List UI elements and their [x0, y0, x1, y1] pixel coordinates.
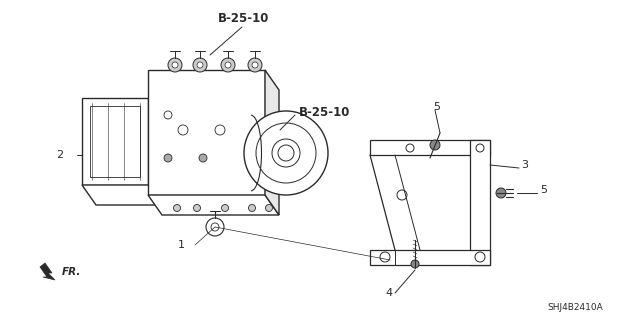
- Circle shape: [178, 125, 188, 135]
- Circle shape: [172, 62, 178, 68]
- Circle shape: [496, 188, 506, 198]
- Circle shape: [197, 62, 203, 68]
- Circle shape: [266, 204, 273, 211]
- Text: 1: 1: [178, 240, 185, 250]
- Text: 4: 4: [386, 288, 393, 298]
- Circle shape: [211, 223, 219, 231]
- Circle shape: [244, 111, 328, 195]
- Text: FR.: FR.: [62, 267, 81, 277]
- Circle shape: [411, 260, 419, 268]
- Circle shape: [221, 204, 228, 211]
- Circle shape: [476, 144, 484, 152]
- Polygon shape: [370, 140, 490, 155]
- Text: 2: 2: [56, 150, 63, 160]
- Circle shape: [475, 252, 485, 262]
- Text: 5: 5: [433, 102, 440, 112]
- Text: B-25-10: B-25-10: [299, 106, 350, 118]
- Polygon shape: [82, 185, 162, 205]
- Circle shape: [173, 204, 180, 211]
- Text: B-25-10: B-25-10: [218, 11, 269, 25]
- Circle shape: [252, 62, 258, 68]
- Circle shape: [199, 154, 207, 162]
- Circle shape: [221, 58, 235, 72]
- Text: SHJ4B2410A: SHJ4B2410A: [547, 303, 603, 313]
- Polygon shape: [40, 263, 55, 280]
- Circle shape: [248, 58, 262, 72]
- Circle shape: [278, 145, 294, 161]
- Circle shape: [111, 116, 119, 124]
- Bar: [90, 106, 140, 177]
- Circle shape: [215, 125, 225, 135]
- Circle shape: [380, 252, 390, 262]
- Text: 5: 5: [540, 185, 547, 195]
- Circle shape: [256, 123, 316, 183]
- Polygon shape: [148, 195, 279, 215]
- Circle shape: [111, 146, 119, 154]
- Circle shape: [193, 58, 207, 72]
- Polygon shape: [265, 70, 279, 215]
- Circle shape: [168, 58, 182, 72]
- Circle shape: [164, 111, 172, 119]
- Circle shape: [248, 204, 255, 211]
- Text: 3: 3: [521, 160, 528, 170]
- Circle shape: [164, 154, 172, 162]
- Polygon shape: [370, 250, 490, 265]
- Circle shape: [397, 190, 407, 200]
- Polygon shape: [148, 70, 265, 195]
- Circle shape: [206, 218, 224, 236]
- Polygon shape: [470, 140, 490, 265]
- Circle shape: [193, 204, 200, 211]
- Circle shape: [430, 140, 440, 150]
- Polygon shape: [82, 98, 148, 185]
- Circle shape: [272, 139, 300, 167]
- Circle shape: [225, 62, 231, 68]
- Circle shape: [406, 144, 414, 152]
